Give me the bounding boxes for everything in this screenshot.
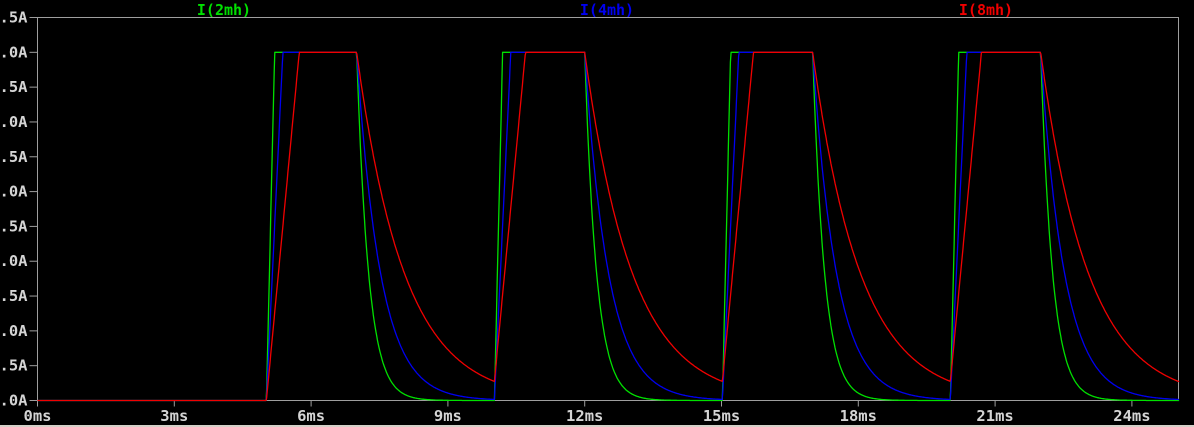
trace-label-I(8mh)[interactable]: I(8mh) — [958, 1, 1014, 19]
x-axis-tick-label: 15ms — [703, 407, 740, 425]
y-axis-tick-label: 3.0A — [0, 183, 28, 201]
y-axis-tick-label: 5.5A — [0, 9, 28, 27]
x-axis-tick-label: 0ms — [24, 407, 52, 425]
window-bottom-edge — [0, 425, 1194, 427]
plot-border — [37, 17, 1179, 401]
y-axis-tick-label: 3.5A — [0, 148, 28, 166]
y-axis-tick-label: 4.5A — [0, 78, 28, 96]
y-axis-tick-label: 4.0A — [0, 113, 28, 131]
x-axis-tick-label: 9ms — [434, 407, 462, 425]
y-axis-tick-label: 1.5A — [0, 287, 28, 305]
x-axis-tick-label: 6ms — [297, 407, 325, 425]
x-axis-tick-label: 21ms — [976, 407, 1013, 425]
trace-label-I(2mh)[interactable]: I(2mh) — [196, 1, 252, 19]
x-axis-tick-label: 18ms — [840, 407, 877, 425]
y-axis-tick-label: 2.5A — [0, 217, 28, 235]
x-axis-tick-label: 24ms — [1113, 407, 1150, 425]
y-axis-tick-label: 5.0A — [0, 43, 28, 61]
x-axis-tick-label: 3ms — [160, 407, 188, 425]
trace-I(2mh)[interactable] — [37, 51, 1180, 402]
y-axis-tick-label: 1.0A — [0, 322, 28, 340]
trace-label-I(4mh)[interactable]: I(4mh) — [579, 1, 635, 19]
y-axis-tick-label: 2.0A — [0, 252, 28, 270]
trace-I(8mh)[interactable] — [37, 51, 1180, 402]
y-axis-tick-label: 0.5A — [0, 357, 28, 375]
trace-I(4mh)[interactable] — [37, 51, 1180, 402]
x-axis-tick-label: 12ms — [566, 407, 603, 425]
y-axis-tick-label: 0.0A — [0, 392, 28, 410]
